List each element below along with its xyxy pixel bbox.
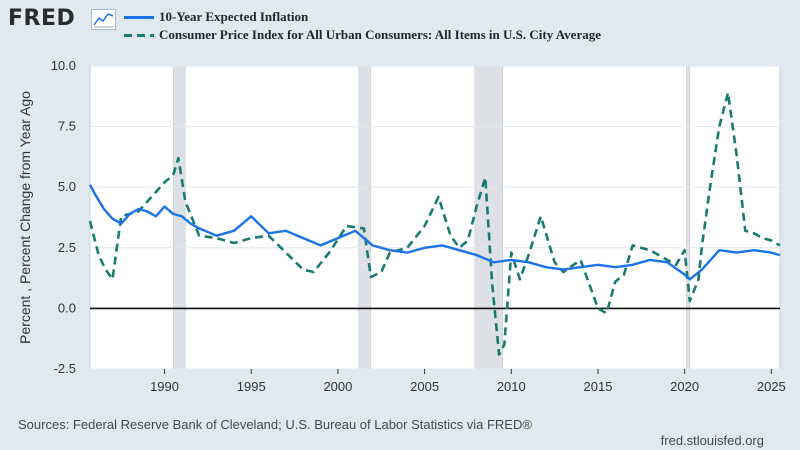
plot-area bbox=[89, 65, 781, 370]
y-tick-label: 0.0 bbox=[58, 300, 76, 315]
fred-url[interactable]: fred.stlouisfed.org bbox=[660, 433, 764, 448]
y-tick-label: -2.5 bbox=[54, 361, 76, 376]
legend-label: Consumer Price Index for All Urban Consu… bbox=[159, 27, 601, 42]
legend-item-expected-inflation[interactable]: 10-Year Expected Inflation bbox=[124, 8, 601, 26]
fred-logo[interactable]: FRED bbox=[8, 6, 76, 31]
legend-label: 10-Year Expected Inflation bbox=[159, 9, 309, 24]
chart-header: FRED 10-Year Expected Inflation Consumer… bbox=[0, 0, 800, 52]
y-tick-label: 2.5 bbox=[58, 240, 76, 255]
recession-band bbox=[358, 65, 372, 370]
y-tick-label: 5.0 bbox=[58, 179, 76, 194]
chart-legend: 10-Year Expected Inflation Consumer Pric… bbox=[124, 8, 601, 44]
x-tick-label: 1995 bbox=[237, 379, 266, 394]
y-tick-label: 7.5 bbox=[58, 119, 76, 134]
legend-swatch-dashed bbox=[124, 33, 154, 37]
x-tick-label: 2020 bbox=[670, 379, 699, 394]
x-tick-label: 2005 bbox=[410, 379, 439, 394]
recession-band bbox=[474, 65, 503, 370]
x-tick-label: 2015 bbox=[584, 379, 613, 394]
sources-note: Sources: Federal Reserve Bank of Clevela… bbox=[18, 417, 532, 432]
legend-swatch-solid bbox=[124, 15, 154, 19]
x-tick-label: 2000 bbox=[323, 379, 352, 394]
series-line-expected-inflation bbox=[88, 184, 781, 281]
legend-item-cpi[interactable]: Consumer Price Index for All Urban Consu… bbox=[124, 26, 601, 44]
x-tick-label: 2025 bbox=[757, 379, 786, 394]
trend-line-icon bbox=[91, 9, 116, 30]
series-line-cpi bbox=[88, 91, 781, 356]
x-tick-label: 2010 bbox=[497, 379, 526, 394]
recession-band bbox=[686, 65, 691, 370]
y-axis-label: Percent , Percent Change from Year Ago bbox=[17, 91, 33, 344]
x-tick-label: 1990 bbox=[150, 379, 179, 394]
y-tick-label: 10.0 bbox=[51, 58, 76, 73]
